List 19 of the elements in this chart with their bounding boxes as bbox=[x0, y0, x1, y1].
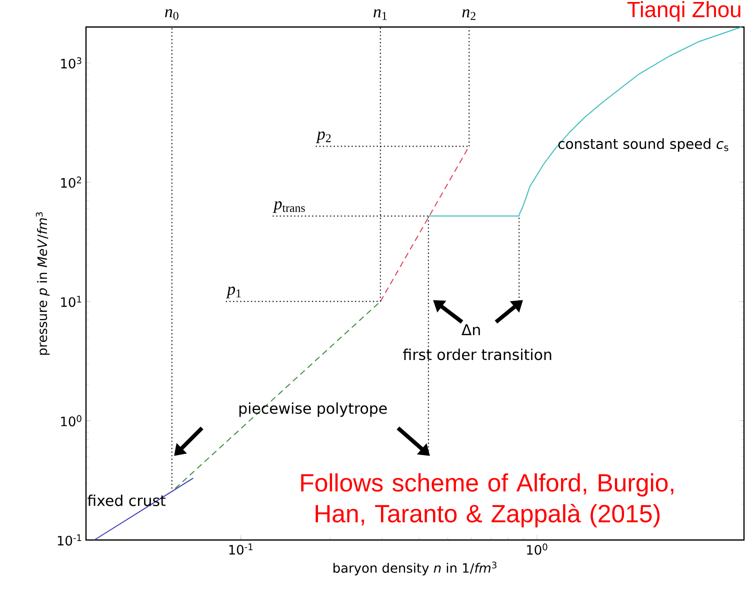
annotation: Follows scheme of Alford, Burgio, Han, Taranto & Zappalà (2015) bbox=[301, 473, 674, 528]
x-axis-title: baryon density n in 1/fm$^{3}$ bbox=[334, 562, 496, 576]
annotation: piecewise polytrope bbox=[239, 402, 387, 417]
annotation: n$_{0}$ bbox=[165, 9, 178, 20]
annotation: first order transition bbox=[403, 348, 552, 360]
y-axis-title: pressure p in MeV/fm$^{3}$ bbox=[36, 212, 50, 355]
annotation: p$_{trans}$ bbox=[272, 201, 305, 213]
y-tick-label: 10$^{0}$ bbox=[61, 415, 82, 426]
annotation: constant sound speed c$_{s}$ bbox=[558, 138, 728, 152]
annotation: Δn bbox=[462, 324, 480, 336]
annotation: p$_{1}$ bbox=[226, 286, 241, 298]
annotation: n$_{1}$ bbox=[374, 9, 387, 20]
text: Tianqi Zhou bbox=[627, 1, 740, 22]
y-tick-label: 10$^{2}$ bbox=[61, 176, 82, 188]
y-tick-label: 10$^{3}$ bbox=[61, 57, 82, 69]
y-tick-label: 10$^{-1}$ bbox=[58, 534, 82, 546]
annotation: n$_{2}$ bbox=[462, 9, 476, 20]
annotation: p$_{2}$ bbox=[316, 132, 331, 144]
y-tick-label: 10$^{1}$ bbox=[61, 296, 82, 308]
